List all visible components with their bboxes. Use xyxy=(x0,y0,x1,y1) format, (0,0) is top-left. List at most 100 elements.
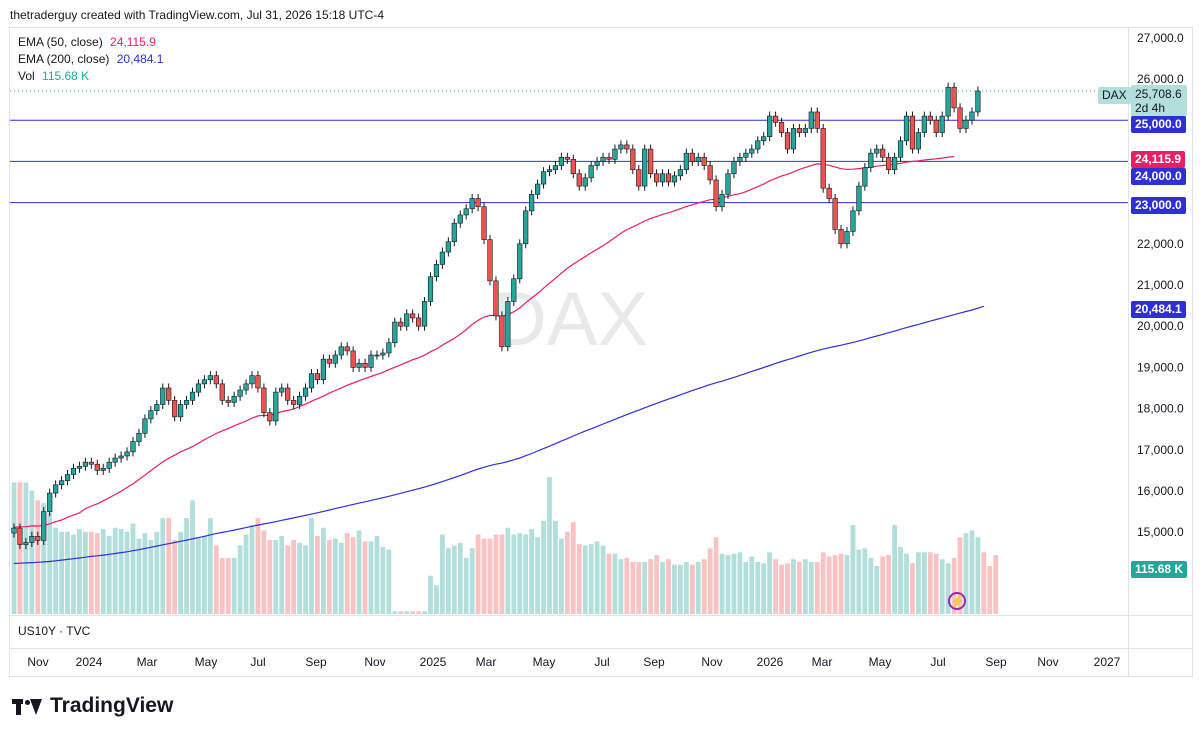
volume-bar xyxy=(785,563,790,614)
volume-bar xyxy=(808,561,814,614)
volume-bar xyxy=(921,552,927,614)
candle xyxy=(612,144,618,164)
volume-legend[interactable]: Vol 115.68 K xyxy=(18,69,89,83)
candle-body xyxy=(189,391,196,401)
candle-body xyxy=(475,198,481,208)
volume-bar xyxy=(725,555,731,614)
tradingview-logo[interactable]: TradingView xyxy=(12,694,173,718)
volume-bar xyxy=(392,611,398,614)
time-axis-label: May xyxy=(533,655,556,669)
candle xyxy=(844,226,850,249)
candle xyxy=(939,111,945,138)
candle xyxy=(880,144,886,162)
candle xyxy=(296,391,303,410)
volume-bar xyxy=(445,548,451,614)
volume-bar xyxy=(838,553,844,614)
volume-bar xyxy=(53,527,59,614)
volume-bar xyxy=(469,548,475,614)
volume-bar xyxy=(368,541,374,614)
candle-body xyxy=(891,156,898,170)
candle-body xyxy=(17,527,23,545)
time-axis-label: Mar xyxy=(137,655,158,669)
candle xyxy=(951,82,957,113)
candle-body xyxy=(154,404,160,411)
ema50-legend[interactable]: EMA (50, close) 24,115.9 xyxy=(18,35,156,49)
candle-body xyxy=(469,198,475,210)
candle-body xyxy=(642,148,648,187)
candle xyxy=(219,379,225,405)
candle xyxy=(82,457,88,471)
volume-bar xyxy=(207,518,213,614)
volume-bar xyxy=(576,544,582,614)
volume-bar xyxy=(981,552,987,614)
candle xyxy=(273,387,279,426)
candle-body xyxy=(963,119,969,129)
volume-bar xyxy=(951,557,957,614)
time-axis-label: Nov xyxy=(27,655,48,669)
volume-bar xyxy=(701,559,707,614)
ema200-legend[interactable]: EMA (200, close) 20,484.1 xyxy=(18,52,163,66)
level-24000-tag: 24,000.0 xyxy=(1131,168,1186,185)
candle-body xyxy=(427,276,434,302)
candle-body xyxy=(404,313,410,327)
candle-body xyxy=(749,148,755,154)
volume-bar xyxy=(505,527,511,614)
volume-bar xyxy=(791,559,796,614)
volume-bar xyxy=(225,557,231,614)
candle xyxy=(189,387,196,405)
volume-bar xyxy=(279,535,285,614)
volume-bar xyxy=(570,522,576,614)
time-axis-label: Jul xyxy=(594,655,609,669)
candle-body xyxy=(814,111,820,129)
candle xyxy=(255,371,261,393)
volume-bars xyxy=(11,477,999,614)
volume-bar xyxy=(731,553,737,614)
candle xyxy=(154,399,160,416)
volume-bar xyxy=(541,520,546,614)
candle xyxy=(600,152,606,166)
candle xyxy=(891,152,898,175)
volume-bar xyxy=(630,561,636,614)
volume-bar xyxy=(880,556,886,614)
candle-body xyxy=(713,179,719,208)
volume-bar xyxy=(35,500,41,614)
candle-body xyxy=(683,152,689,170)
candle-body xyxy=(653,173,660,183)
candle-body xyxy=(546,169,553,172)
volume-bar xyxy=(47,512,53,614)
volume-bar xyxy=(332,538,338,614)
candle-body xyxy=(457,214,463,224)
time-axis-label: Mar xyxy=(476,655,497,669)
volume-bar xyxy=(493,534,499,614)
lightning-icon[interactable]: ⚡ xyxy=(948,592,966,610)
candle xyxy=(11,523,17,538)
candle xyxy=(362,358,368,372)
candle-body xyxy=(945,86,951,117)
candle-body xyxy=(755,140,761,150)
volume-bar xyxy=(422,611,427,614)
price-axis-label: 22,000.0 xyxy=(1137,237,1184,251)
candle-body xyxy=(314,373,321,381)
candle xyxy=(427,272,434,307)
candle xyxy=(451,218,457,247)
candle xyxy=(320,354,327,385)
symbol-tag: DAX xyxy=(1098,87,1131,104)
candle-body xyxy=(540,171,547,185)
volume-bar xyxy=(321,527,326,614)
candle xyxy=(761,132,767,146)
volume-bar xyxy=(172,540,178,614)
time-axis-label: 2027 xyxy=(1094,655,1121,669)
candle-body xyxy=(695,156,701,162)
time-axis-label: 2026 xyxy=(757,655,784,669)
candle xyxy=(856,181,862,216)
candle xyxy=(915,128,921,154)
candle xyxy=(136,428,142,447)
candle-body xyxy=(677,169,683,177)
candle-body xyxy=(243,383,249,391)
candle-body xyxy=(380,352,386,356)
volume-bar xyxy=(678,564,683,614)
candle-body xyxy=(630,148,636,170)
candle xyxy=(576,169,582,191)
candle xyxy=(213,371,219,389)
